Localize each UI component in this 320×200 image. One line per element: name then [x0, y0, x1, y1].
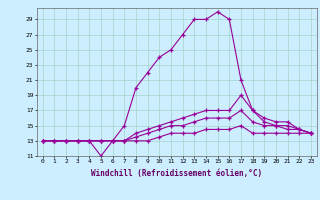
X-axis label: Windchill (Refroidissement éolien,°C): Windchill (Refroidissement éolien,°C): [91, 169, 262, 178]
